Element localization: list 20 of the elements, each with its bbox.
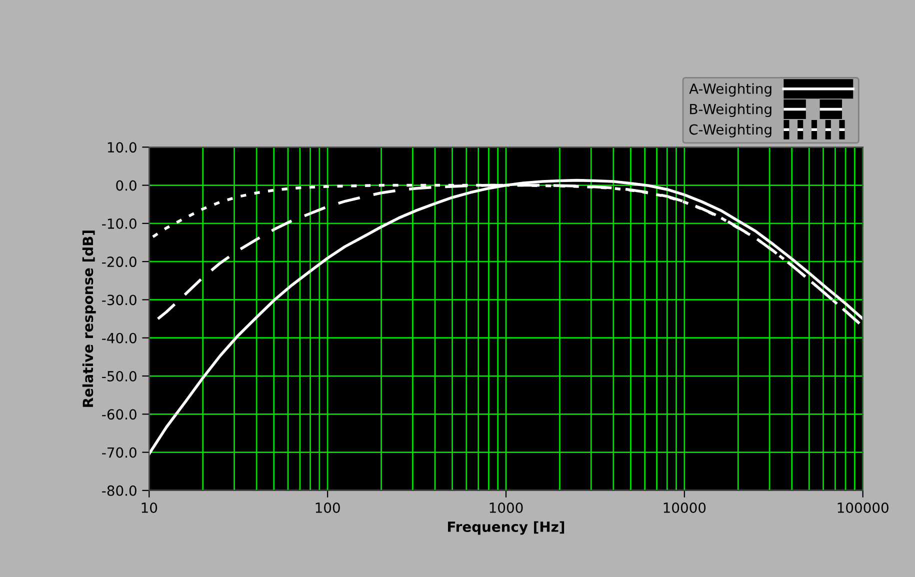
y-tick-label: -30.0	[102, 294, 136, 306]
legend-label: C-Weighting	[689, 124, 772, 138]
y-tick-label: -70.0	[102, 447, 136, 458]
y-tick-label: 0.0	[116, 180, 136, 191]
legend-label: B-Weighting	[690, 104, 772, 118]
y-tick-label: -60.0	[102, 409, 136, 420]
y-tick-label: -10.0	[102, 218, 136, 229]
y-tick-label: -80.0	[102, 485, 136, 496]
x-tick-label: 1000	[490, 502, 523, 514]
y-tick-label: -40.0	[102, 332, 136, 344]
y-tick-label: -20.0	[102, 256, 136, 268]
y-tick-label: 10.0	[108, 142, 136, 153]
y-axis-title: Relative response [dB]	[82, 230, 96, 407]
x-axis-title: Frequency [Hz]	[448, 521, 564, 535]
x-tick-label: 10	[142, 502, 158, 514]
legend-label: A-Weighting	[689, 83, 772, 97]
x-tick-label: 10000	[664, 502, 706, 514]
y-tick-label: -50.0	[102, 370, 136, 382]
x-tick-label: 100000	[838, 502, 888, 514]
x-tick-label: 100	[316, 502, 340, 514]
